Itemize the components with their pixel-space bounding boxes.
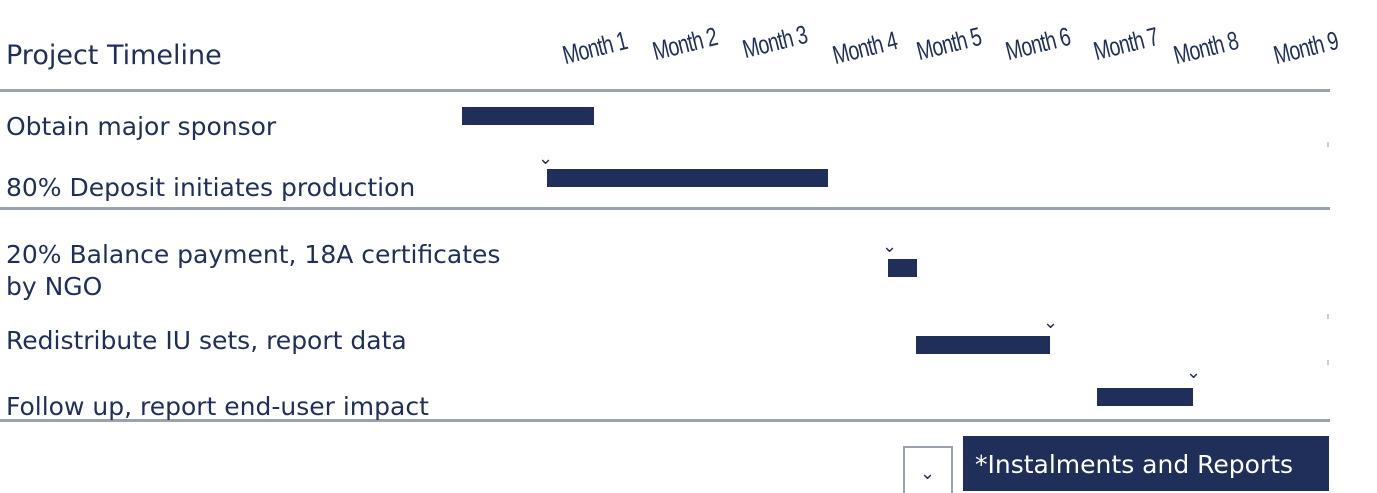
gridline-tick — [1327, 314, 1329, 319]
task-bar — [916, 336, 1050, 354]
task-label: Obtain major sponsor — [6, 112, 277, 141]
row-divider — [0, 419, 1330, 422]
gridline-tick — [1327, 142, 1329, 147]
task-label: 20% Balance payment, 18A certificates — [6, 240, 501, 269]
chevron-down-icon: ⌄ — [1186, 362, 1202, 383]
month-label: Month 3 — [739, 19, 811, 65]
month-label: Month 5 — [913, 21, 985, 67]
gridline-tick — [1327, 360, 1329, 365]
page-title: Project Timeline — [6, 40, 222, 71]
month-label: Month 9 — [1270, 25, 1342, 71]
task-label: 80% Deposit initiates production — [6, 173, 416, 202]
legend-label: *Instalments and Reports — [963, 436, 1329, 491]
month-label: Month 8 — [1170, 25, 1242, 71]
chevron-down-icon: ⌄ — [920, 463, 936, 484]
task-bar — [462, 107, 594, 125]
task-bar — [547, 169, 828, 187]
chevron-down-icon: ⌄ — [882, 236, 898, 257]
task-label: Follow up, report end-user impact — [6, 392, 429, 421]
chevron-down-icon: ⌄ — [1043, 312, 1059, 333]
month-label: Month 4 — [829, 25, 901, 71]
month-label: Month 6 — [1002, 21, 1074, 67]
row-divider — [0, 207, 1330, 210]
month-label: Month 1 — [559, 25, 631, 71]
month-label: Month 7 — [1090, 21, 1162, 67]
month-label: Month 2 — [649, 21, 721, 67]
legend-marker: ⌄ — [903, 446, 953, 493]
task-label: Redistribute IU sets, report data — [6, 326, 407, 355]
task-label: by NGO — [6, 272, 103, 301]
chevron-down-icon: ⌄ — [538, 148, 554, 169]
header-divider — [0, 89, 1330, 92]
task-bar — [1097, 388, 1193, 406]
task-bar — [888, 259, 917, 277]
